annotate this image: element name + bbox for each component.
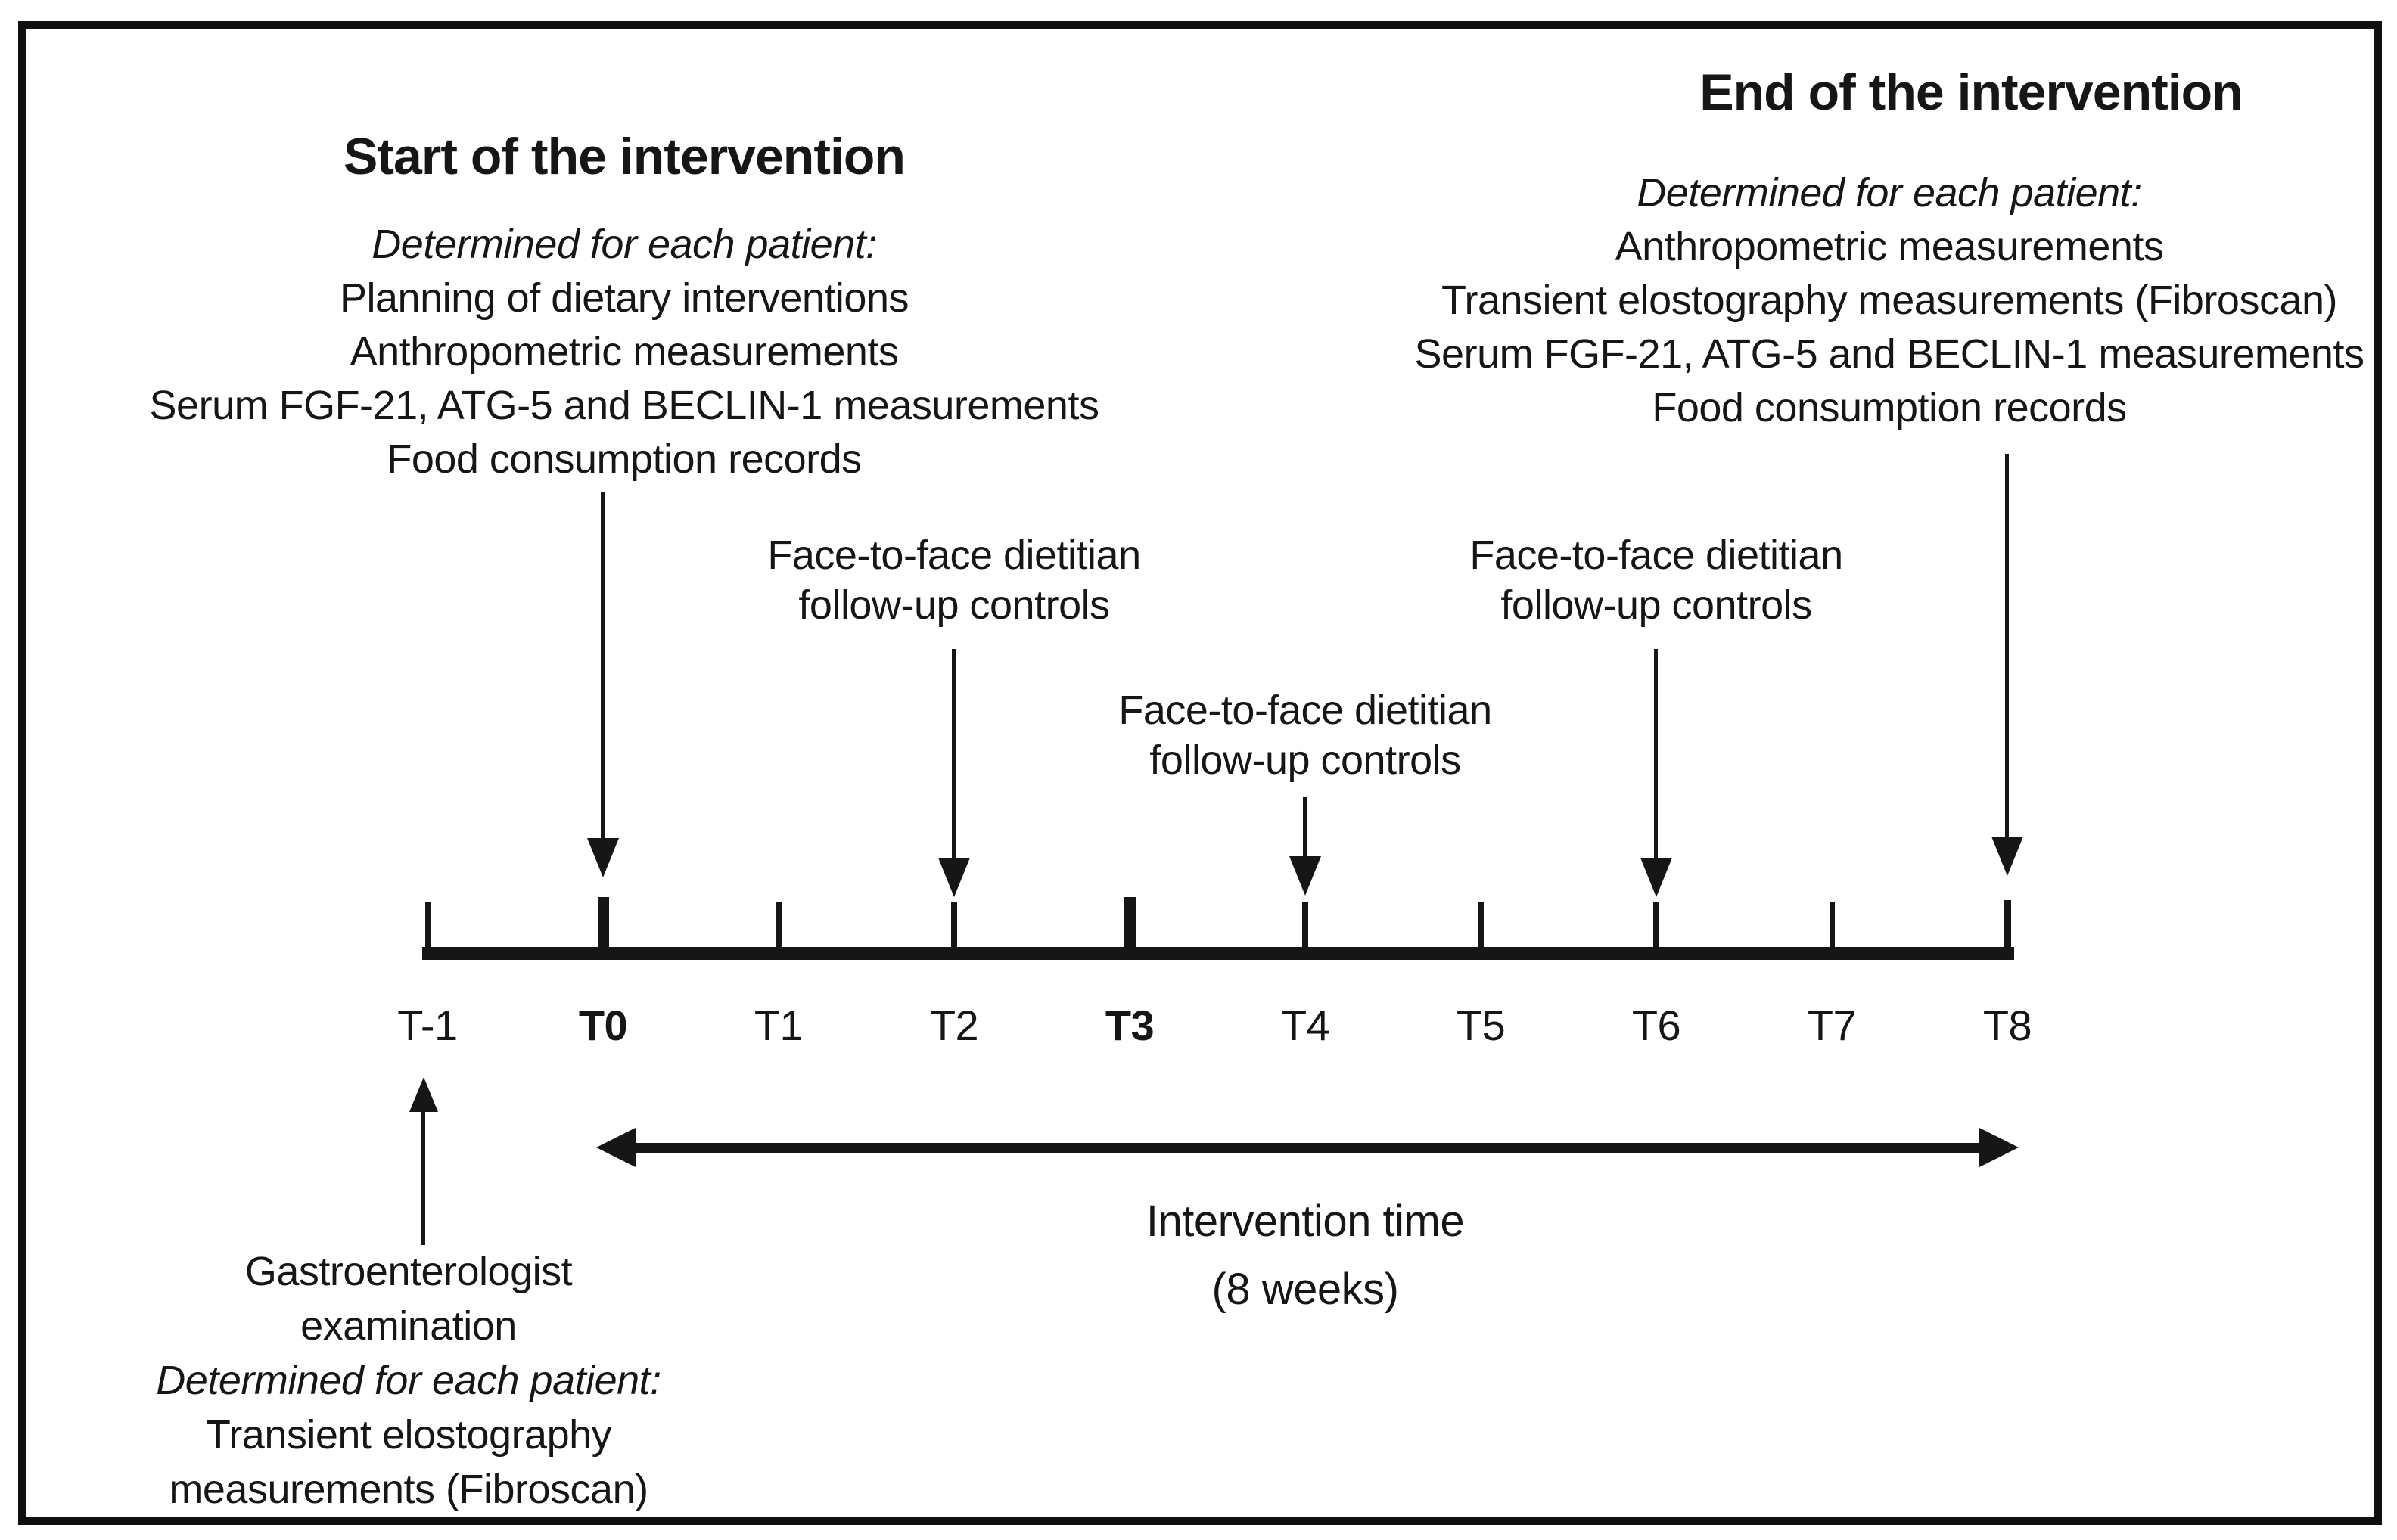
down-arrow-head-icon: [1289, 856, 1321, 896]
start-intervention-title: Start of the intervention: [344, 128, 906, 185]
gastro-detail-line: measurements (Fibroscan): [169, 1467, 648, 1512]
end-intervention-details: Determined for each patient: Anthropomet…: [1322, 166, 2397, 435]
end-detail-line: Anthropometric measurements: [1615, 224, 2164, 269]
dietitian-label-line: follow-up controls: [1149, 737, 1461, 783]
down-arrow-line: [601, 492, 605, 840]
start-detail-line: Serum FGF-21, ATG-5 and BECLIN-1 measure…: [149, 383, 1099, 428]
intervention-time-line: Intervention time: [1146, 1197, 1465, 1246]
dietitian-control-label-t6: Face-to-face dietitian follow-up control…: [1354, 530, 1959, 630]
tick-label-t1: T1: [754, 1001, 804, 1049]
dietitian-label-line: Face-to-face dietitian: [1469, 532, 1843, 578]
dietitian-label-line: Face-to-face dietitian: [767, 532, 1141, 578]
tick-t6: [1653, 902, 1659, 947]
gastro-title-line: examination: [300, 1303, 517, 1349]
tick-t2: [951, 902, 957, 947]
tick-t1: [776, 902, 782, 947]
tick-label-t4: T4: [1280, 1001, 1330, 1049]
tick-t8: [2004, 900, 2011, 947]
end-subtitle: Determined for each patient:: [1637, 170, 2142, 216]
end-intervention-title: End of the intervention: [1699, 64, 2243, 121]
dietitian-label-line: follow-up controls: [798, 582, 1110, 628]
tick-t-1: [425, 902, 431, 947]
tick-t3: [1124, 897, 1136, 947]
down-arrow-head-icon: [587, 838, 619, 877]
figure-frame: [18, 21, 2382, 1525]
start-subtitle: Determined for each patient:: [372, 222, 877, 267]
tick-label-t6: T6: [1631, 1001, 1681, 1049]
down-arrow-head-icon: [1991, 837, 2023, 876]
end-detail-line: Transient elostography measurements (Fib…: [1441, 278, 2338, 323]
down-arrow-line: [952, 649, 956, 859]
intervention-weeks-line: (8 weeks): [1211, 1265, 1399, 1314]
tick-t5: [1478, 902, 1484, 947]
tick-label-t5: T5: [1456, 1001, 1506, 1049]
gastro-subtitle: Determined for each patient:: [156, 1358, 661, 1403]
start-intervention-details: Determined for each patient: Planning of…: [57, 218, 1192, 486]
down-arrow-line: [1303, 797, 1307, 859]
end-detail-line: Food consumption records: [1652, 385, 2127, 430]
down-arrow-line: [1654, 649, 1658, 859]
gastro-title-line: Gastroenterologist: [244, 1249, 573, 1294]
intervention-time-label: Intervention time (8 weeks): [851, 1188, 1759, 1324]
right-arrow-head-icon: [1979, 1128, 2019, 1167]
start-detail-line: Food consumption records: [387, 436, 862, 482]
down-arrow-head-icon: [1640, 858, 1672, 897]
tick-label-t2: T2: [929, 1001, 979, 1049]
tick-t0: [598, 897, 609, 947]
tick-label-t0: T0: [578, 1001, 628, 1049]
tick-label-t-1: T-1: [397, 1001, 458, 1049]
start-detail-line: Anthropometric measurements: [350, 329, 899, 374]
up-arrow-line: [421, 1110, 425, 1245]
tick-label-t3: T3: [1105, 1001, 1155, 1049]
dietitian-label-line: follow-up controls: [1500, 582, 1812, 628]
tick-label-t7: T7: [1807, 1001, 1857, 1049]
dietitian-control-label-t2: Face-to-face dietitian follow-up control…: [651, 530, 1257, 630]
tick-label-t8: T8: [1982, 1001, 2032, 1049]
start-detail-line: Planning of dietary interventions: [340, 275, 909, 321]
down-arrow-line: [2005, 454, 2009, 838]
dietitian-label-line: Face-to-face dietitian: [1118, 688, 1492, 733]
dietitian-control-label-t4: Face-to-face dietitian follow-up control…: [1003, 685, 1608, 785]
timeline-bar: [422, 947, 2014, 960]
end-detail-line: Serum FGF-21, ATG-5 and BECLIN-1 measure…: [1414, 331, 2364, 377]
down-arrow-head-icon: [938, 858, 970, 897]
gastroenterologist-block: Gastroenterologist examination Determine…: [0, 1244, 817, 1517]
left-arrow-head-icon: [596, 1128, 636, 1167]
gastro-detail-line: Transient elostography: [205, 1412, 612, 1458]
double-arrow-line: [633, 1143, 1979, 1153]
tick-t7: [1830, 902, 1835, 947]
tick-t4: [1302, 902, 1308, 947]
up-arrow-head-icon: [409, 1077, 438, 1112]
